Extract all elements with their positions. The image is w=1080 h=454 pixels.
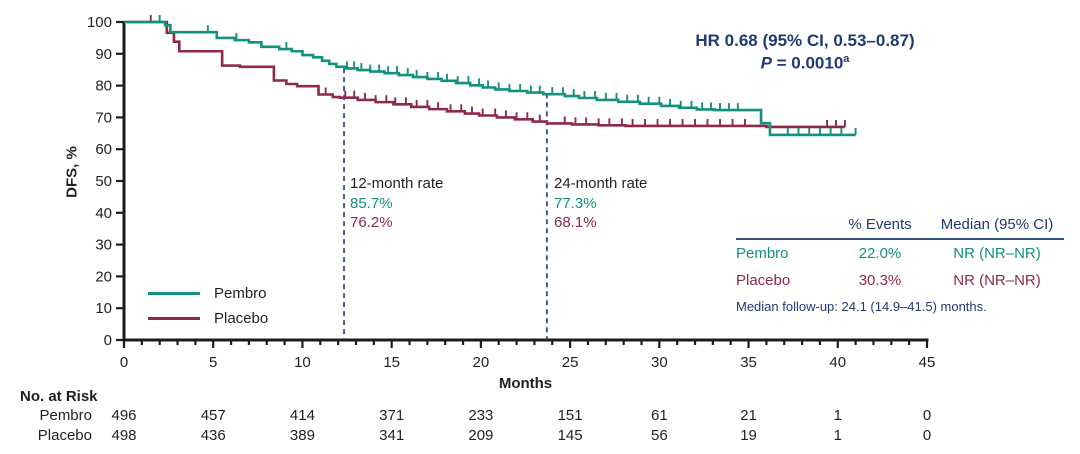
x-tick-label: 20 [473,354,490,371]
x-axis-title: Months [498,375,553,392]
y-tick-label: 100 [87,14,112,31]
risk-count: 457 [200,407,226,424]
stats-events: 22.0% [858,245,902,262]
stats-events: 30.3% [858,272,902,289]
legend: Pembro Placebo [148,281,268,331]
y-tick-label: 60 [95,141,112,158]
risk-count: 1 [833,427,842,444]
x-tick-label: 35 [740,354,757,371]
y-tick-label: 70 [95,109,112,126]
risk-count: 496 [111,407,137,424]
rate-callout-title: 12-month rate [350,175,444,192]
y-tick-label: 20 [95,268,112,285]
x-tick-label: 5 [209,354,217,371]
stats-median: NR (NR–NR) [953,245,1041,262]
y-tick-label: 0 [104,332,112,349]
rate-pembro-value: 85.7% [350,194,393,212]
km-curve-placebo [124,20,845,129]
stats-col-events: % Events [848,215,912,233]
rate-placebo-value: 76.2% [350,214,393,231]
legend-item-pembro: Pembro [148,281,268,306]
stats-col-median: Median (95% CI) [940,215,1054,233]
risk-count: 371 [379,407,405,424]
y-tick-label: 10 [95,300,112,317]
y-axis-title: DFS, % [63,146,81,198]
y-tick-label: 30 [95,237,112,254]
risk-count: 0 [922,407,932,424]
no-at-risk-title: No. at Risk [20,388,98,405]
rate-pembro-value: 77.3% [554,194,597,212]
stats-row-pembro: Pembro 22.0% NR (NR–NR) [736,240,1064,267]
legend-label-pembro: Pembro [214,285,267,302]
rate-placebo-value: 68.1% [554,214,597,231]
risk-count: 436 [200,427,226,444]
placebo-line-swatch [148,317,200,320]
stats-label: Placebo [736,272,791,289]
risk-count: 21 [740,407,757,424]
risk-count: 1 [833,407,842,424]
x-tick-label: 30 [651,354,668,371]
x-tick-label: 10 [294,354,311,371]
risk-count: 414 [289,407,315,424]
y-tick-label: 80 [95,78,112,95]
p-symbol: P [760,53,772,73]
risk-row-label-pembro: Pembro [39,407,92,424]
stats-row-placebo: Placebo 30.3% NR (NR–NR) [736,267,1064,294]
hr-text: HR 0.68 (95% CI, 0.53–0.87) [695,31,915,50]
stats-median: NR (NR–NR) [953,272,1041,289]
risk-count: 56 [650,427,668,444]
risk-count: 389 [289,427,315,444]
legend-item-placebo: Placebo [148,306,268,331]
x-tick-label: 25 [562,354,579,371]
stats-table: % Events Median (95% CI) Pembro 22.0% NR… [736,214,1064,314]
stats-table-rule [736,238,1064,240]
x-tick-label: 0 [120,354,128,371]
x-tick-label: 40 [829,354,846,371]
median-followup-footnote: Median follow-up: 24.1 (14.9–41.5) month… [736,299,987,314]
risk-count: 0 [922,427,932,444]
legend-label-placebo: Placebo [214,310,269,327]
x-tick-label: 15 [383,354,400,371]
risk-count: 19 [740,427,757,444]
rate-callout-12-month: 12-month rate 85.7% 76.2% [350,174,443,233]
risk-count: 233 [468,407,494,424]
stats-table-header: % Events Median (95% CI) [736,214,1064,234]
risk-count: 209 [468,427,494,444]
y-tick-label: 90 [95,46,112,63]
stats-label: Pembro [736,245,789,262]
p-footnote-marker: a [843,53,850,65]
rate-callout-24-month: 24-month rate 77.3% 68.1% [554,174,647,233]
risk-count: 61 [650,407,668,424]
p-value-text: P = 0.0010a [640,50,970,73]
p-value: = 0.0010 [771,53,844,73]
risk-row-label-placebo: Placebo [37,427,92,444]
risk-count: 151 [557,407,583,424]
rate-callout-title: 24-month rate [554,175,648,192]
risk-count: 145 [557,427,583,444]
risk-count: 341 [379,427,405,444]
y-tick-label: 40 [95,205,112,222]
pembro-line-swatch [148,292,200,295]
x-tick-label: 45 [919,354,936,371]
hr-annotation: HR 0.68 (95% CI, 0.53–0.87) P = 0.0010a [640,31,970,73]
y-tick-label: 50 [95,173,112,190]
risk-count: 498 [111,427,137,444]
